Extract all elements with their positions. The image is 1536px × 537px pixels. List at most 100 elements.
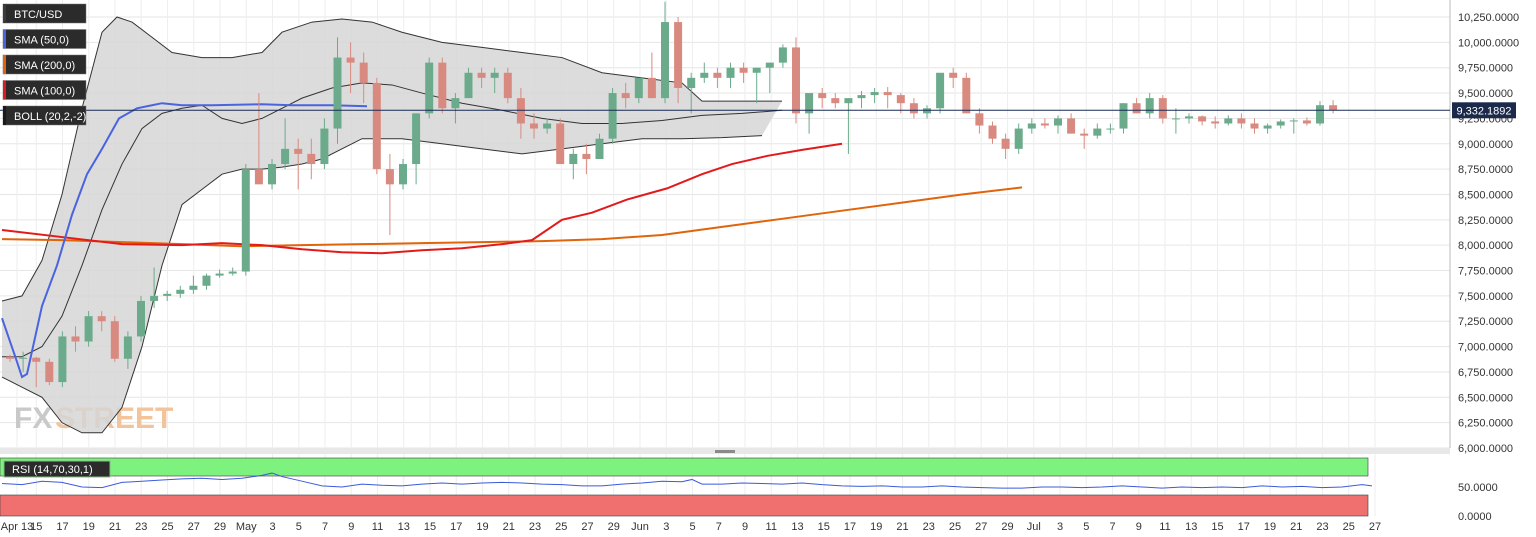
date-tick-label: 13: [398, 521, 410, 533]
candle-body: [582, 153, 591, 159]
date-tick-label: 5: [689, 521, 695, 533]
candle-body: [281, 148, 290, 165]
rsi-label[interactable]: RSI (14,70,30,1): [3, 460, 111, 478]
candle-body: [1289, 120, 1298, 122]
last-price-marker: 9,332.1892: [0, 102, 1516, 119]
candle-body: [19, 357, 28, 359]
candle-body: [1080, 133, 1089, 136]
moving-averages: [1, 102, 1023, 379]
date-tick-label: 21: [896, 521, 908, 533]
candle-body: [1040, 123, 1049, 126]
rsi-label-box[interactable]: [3, 460, 111, 478]
last-price-value: 9,332.1892: [1456, 105, 1511, 117]
date-tick-label: 25: [555, 521, 567, 533]
candle-body: [1171, 118, 1180, 120]
price-tick-label: 8,000.0000: [1458, 240, 1513, 252]
divider-handle[interactable]: [715, 450, 735, 453]
candle-body: [1263, 125, 1272, 129]
date-tick-label: 29: [214, 521, 226, 533]
price-tick-label: 9,000.0000: [1458, 139, 1513, 151]
candle-body: [870, 92, 879, 96]
candle-body: [1027, 123, 1036, 129]
candle-body: [176, 289, 185, 294]
boll-lower-line: [1, 135, 763, 434]
legend-label: SMA (200,0): [14, 60, 75, 72]
date-tick-label: 11: [1159, 521, 1170, 533]
candle-body: [661, 22, 669, 99]
candle-body: [123, 336, 132, 359]
candle-body: [739, 67, 748, 73]
candle-body: [385, 169, 394, 185]
legend-color-swatch: [3, 106, 6, 125]
date-tick-label: 15: [424, 521, 436, 533]
candle-body: [150, 295, 159, 301]
candle-body: [621, 93, 630, 99]
candle-body: [1158, 98, 1167, 119]
sma50-line: [1, 102, 368, 379]
candle-body: [805, 93, 814, 114]
date-tick-label: 5: [1083, 521, 1089, 533]
date-tick-label: 21: [503, 521, 515, 533]
legend-color-swatch: [3, 80, 6, 100]
date-tick-label: 15: [818, 521, 830, 533]
date-tick-label: May: [236, 521, 257, 533]
date-tick-label: 23: [529, 521, 541, 533]
price-tick-label: 8,500.0000: [1458, 189, 1513, 201]
legend: BTC/USD SMA (50,0) SMA (200,0) SMA (100,0) B…: [2, 3, 86, 126]
candle-body: [936, 72, 945, 109]
candle-body: [1250, 123, 1259, 129]
rsi-line: [1, 472, 1373, 489]
date-tick-label: 15: [1211, 521, 1223, 533]
candle-body: [569, 153, 578, 165]
date-tick-label: 21: [1290, 521, 1302, 533]
watermark-fx: FX: [14, 402, 52, 435]
date-tick-label: 27: [975, 521, 987, 533]
candle-body: [84, 316, 93, 342]
date-tick-label: 19: [1264, 521, 1276, 533]
candle-body: [1329, 105, 1338, 111]
candle-body: [1198, 116, 1207, 122]
candle-body: [909, 103, 918, 114]
date-tick-label: 23: [135, 521, 147, 533]
legend-color-swatch: [3, 4, 6, 23]
candle-body: [477, 72, 486, 78]
candle-body: [857, 95, 866, 99]
rsi-overbought-zone: [0, 457, 1369, 477]
candle-body: [294, 148, 303, 154]
candles: [6, 1, 1338, 388]
panel-divider[interactable]: [0, 448, 1450, 454]
date-tick-label: 7: [716, 521, 722, 533]
date-tick-label: 21: [109, 521, 121, 533]
candle-body: [1001, 138, 1010, 149]
candle-body: [778, 47, 787, 63]
candle-body: [726, 67, 735, 78]
candle-body: [503, 72, 512, 99]
candle-body: [1145, 98, 1154, 114]
date-tick-label: 11: [372, 521, 383, 533]
sma100-line: [1, 142, 843, 255]
rsi-oversold-zone: [0, 494, 1369, 517]
candle-body: [634, 77, 643, 99]
candle-body: [359, 62, 368, 83]
candle-body: [923, 108, 931, 114]
candle-body: [883, 92, 892, 96]
candle-body: [412, 113, 421, 165]
date-tick-label: 11: [766, 521, 777, 533]
price-tick-label: 6,000.0000: [1458, 443, 1513, 455]
price-tick-label: 6,750.0000: [1458, 367, 1513, 379]
date-tick-label: 19: [870, 521, 882, 533]
candle-body: [399, 164, 407, 185]
candle-body: [1119, 103, 1128, 129]
candle-body: [228, 271, 237, 274]
date-tick-label: 25: [949, 521, 961, 533]
candle-body: [71, 336, 80, 342]
candle-body: [1185, 116, 1193, 119]
candle-body: [241, 169, 250, 272]
candle-body: [202, 275, 211, 286]
candle-body: [32, 357, 41, 362]
legend-color-swatch: [3, 55, 6, 74]
sma200-line: [1, 186, 1023, 248]
date-tick-label: 17: [56, 521, 68, 533]
price-axis: 10,250.0000 10,000.0000 9,750.0000 9,500.00…: [1449, 0, 1519, 523]
candle-body: [1302, 120, 1311, 124]
